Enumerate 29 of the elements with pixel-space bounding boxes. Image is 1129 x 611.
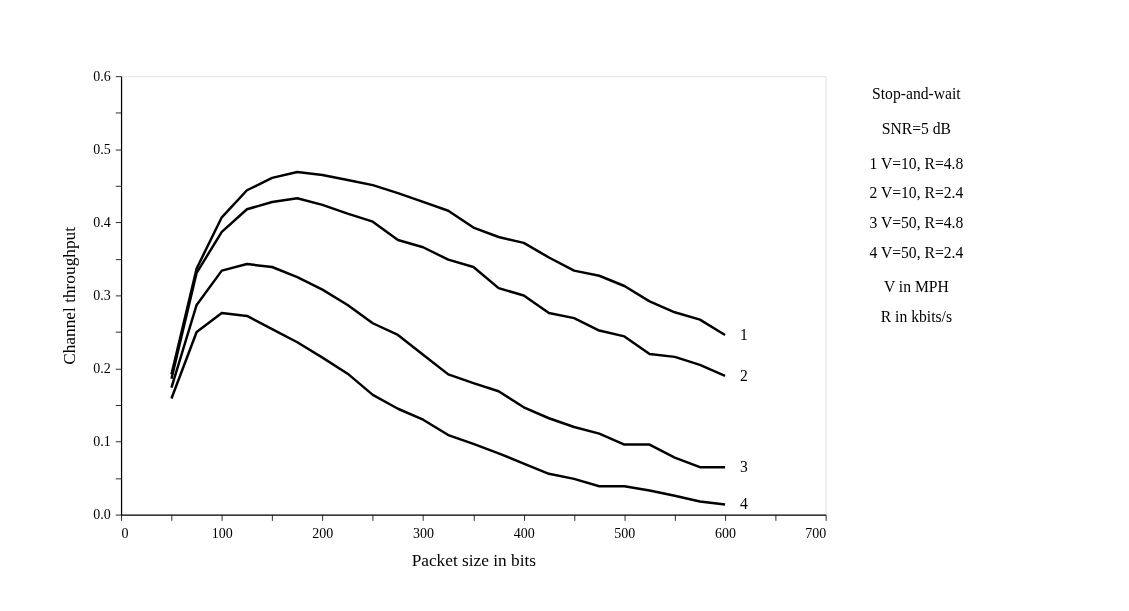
text: Stop-and-wait bbox=[872, 85, 962, 104]
x-tick-label: 0 bbox=[121, 526, 129, 542]
x-tick-label: 700 bbox=[805, 526, 827, 542]
series-label: 1 bbox=[739, 325, 748, 343]
y-tick-label: 0.2 bbox=[93, 361, 111, 377]
text: R in kbits/s bbox=[880, 307, 953, 325]
x-tick-label: 400 bbox=[513, 526, 535, 542]
y-tick-label: 0.3 bbox=[93, 288, 111, 304]
series-label: 4 bbox=[739, 495, 748, 513]
text: V in MPH bbox=[883, 278, 949, 296]
text: 2 V=10, R=2.4 bbox=[869, 184, 964, 202]
text: 3 V=50, R=4.8 bbox=[869, 213, 964, 231]
y-tick-label: 0.5 bbox=[93, 141, 111, 157]
y-tick-label: 0.4 bbox=[93, 214, 111, 230]
x-axis-title: Packet size in bits bbox=[411, 551, 537, 571]
x-tick-label: 600 bbox=[714, 526, 736, 542]
x-tick-label: 500 bbox=[614, 526, 636, 542]
text: 4 V=50, R=2.4 bbox=[869, 243, 964, 261]
series-label: 3 bbox=[739, 458, 748, 476]
x-tick-label: 200 bbox=[312, 526, 334, 542]
x-tick-label: 300 bbox=[413, 526, 435, 542]
y-tick-label: 0.1 bbox=[93, 434, 111, 450]
y-tick-label: 0.6 bbox=[93, 68, 111, 84]
x-tick-label: 100 bbox=[211, 526, 233, 542]
y-axis-title: Channel throughput bbox=[60, 226, 80, 365]
series-label: 2 bbox=[739, 366, 748, 384]
text: 1 V=10, R=4.8 bbox=[869, 154, 964, 172]
text: SNR=5 dB bbox=[881, 119, 951, 137]
y-tick-label: 0.0 bbox=[93, 507, 111, 523]
